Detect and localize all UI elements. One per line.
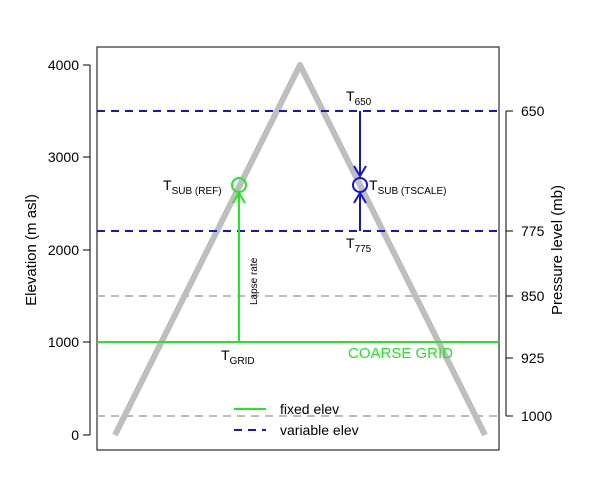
t775-label: T775 (346, 235, 372, 255)
legend-variable-label: variable elev (280, 422, 359, 438)
legend-fixed-label: fixed elev (280, 401, 339, 417)
left-tick-label: 0 (71, 427, 79, 443)
right-tick-label: 925 (521, 350, 545, 366)
t-sub-tscale-label: TSUB (TSCALE) (369, 177, 446, 197)
right-axis: 650 775 850 925 1000 Pressure level (mb) (505, 103, 566, 424)
coarse-grid-label: COARSE GRID (348, 345, 453, 362)
t-sub-tscale-marker (352, 177, 368, 193)
left-tick-label: 4000 (48, 57, 79, 73)
right-tick-label: 775 (521, 223, 545, 239)
lapse-rate-label: Lapse rate (249, 257, 260, 305)
mountain-profile (112, 62, 488, 437)
legend: fixed elev variable elev (234, 401, 359, 438)
left-tick-label: 2000 (48, 242, 79, 258)
t650-arrowhead (353, 165, 367, 178)
left-tick-label: 3000 (48, 149, 79, 165)
t-sub-ref-marker (231, 177, 247, 193)
left-tick-label: 1000 (48, 334, 79, 350)
t-grid-label: TGRID (221, 347, 255, 367)
left-axis: 4000 3000 2000 1000 0 Elevation (m asl) (23, 57, 91, 443)
right-axis-title: Pressure level (mb) (549, 185, 566, 315)
t-sub-ref-label: TSUB (REF) (163, 177, 222, 197)
right-tick-label: 1000 (521, 408, 552, 424)
right-tick-label: 650 (521, 103, 545, 119)
plot-frame (96, 46, 500, 451)
t650-label: T650 (346, 88, 372, 108)
left-axis-title: Elevation (m asl) (23, 194, 40, 306)
right-tick-label: 850 (521, 288, 545, 304)
